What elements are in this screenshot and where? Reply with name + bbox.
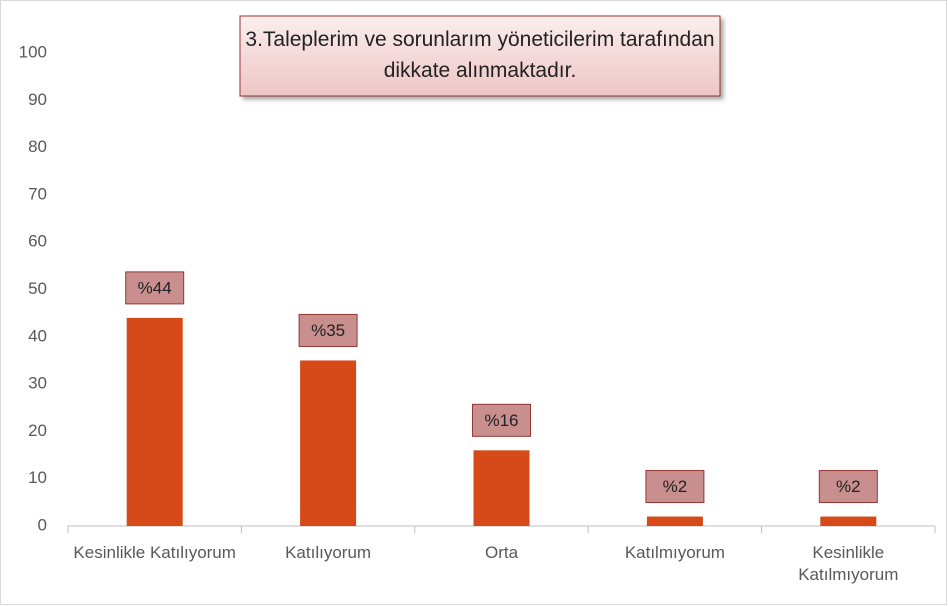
title-wrap: 3.Taleplerim ve sorunlarım yöneticilerim… [245, 28, 715, 82]
data-label-box [298, 313, 358, 347]
y-tick-label: 40 [28, 326, 47, 345]
bar [126, 317, 183, 526]
y-tick-label: 70 [28, 184, 47, 203]
bar [473, 450, 530, 526]
y-tick-label: 10 [28, 468, 47, 487]
bar [300, 360, 357, 526]
x-label-wrap: Kesinlikle Katılıyorum [73, 543, 236, 562]
bar [820, 516, 877, 526]
y-tick-label: 30 [28, 374, 47, 393]
data-label: %35 [311, 321, 345, 340]
data-label: %2 [663, 477, 688, 496]
y-tick-label: 100 [19, 42, 47, 61]
y-tick-label: 90 [28, 90, 47, 109]
data-label-box [818, 470, 878, 504]
chart-title: 3.Taleplerim ve sorunlarım yöneticilerim… [245, 28, 715, 82]
data-label: %44 [138, 278, 172, 297]
x-tick-label: Orta [484, 543, 519, 562]
x-label-wrap: Kesinlikle Katılmıyorum [798, 543, 899, 584]
x-label-wrap: Orta [484, 543, 519, 562]
x-tick-label: Katılmıyorum [624, 543, 725, 562]
y-tick-label: 0 [38, 515, 47, 534]
title-box [239, 15, 721, 97]
x-tick-label: Katılıyorum [285, 543, 372, 562]
data-label: %16 [484, 411, 518, 430]
x-tick-label: Kesinlikle Katılıyorum [73, 543, 236, 562]
data-label-box [472, 403, 531, 437]
x-label-wrap: Katılıyorum [285, 543, 372, 562]
x-tick-label: Kesinlikle Katılmıyorum [798, 543, 899, 584]
y-tick-label: 50 [28, 279, 47, 298]
data-label: %2 [836, 477, 861, 496]
x-label-wrap: Katılmıyorum [624, 543, 725, 562]
y-tick-label: 80 [28, 137, 47, 156]
y-tick-label: 60 [28, 232, 47, 251]
y-tick-label: 20 [28, 421, 47, 440]
bar [646, 516, 703, 526]
data-label-box [645, 470, 705, 504]
data-label-box [125, 271, 185, 305]
